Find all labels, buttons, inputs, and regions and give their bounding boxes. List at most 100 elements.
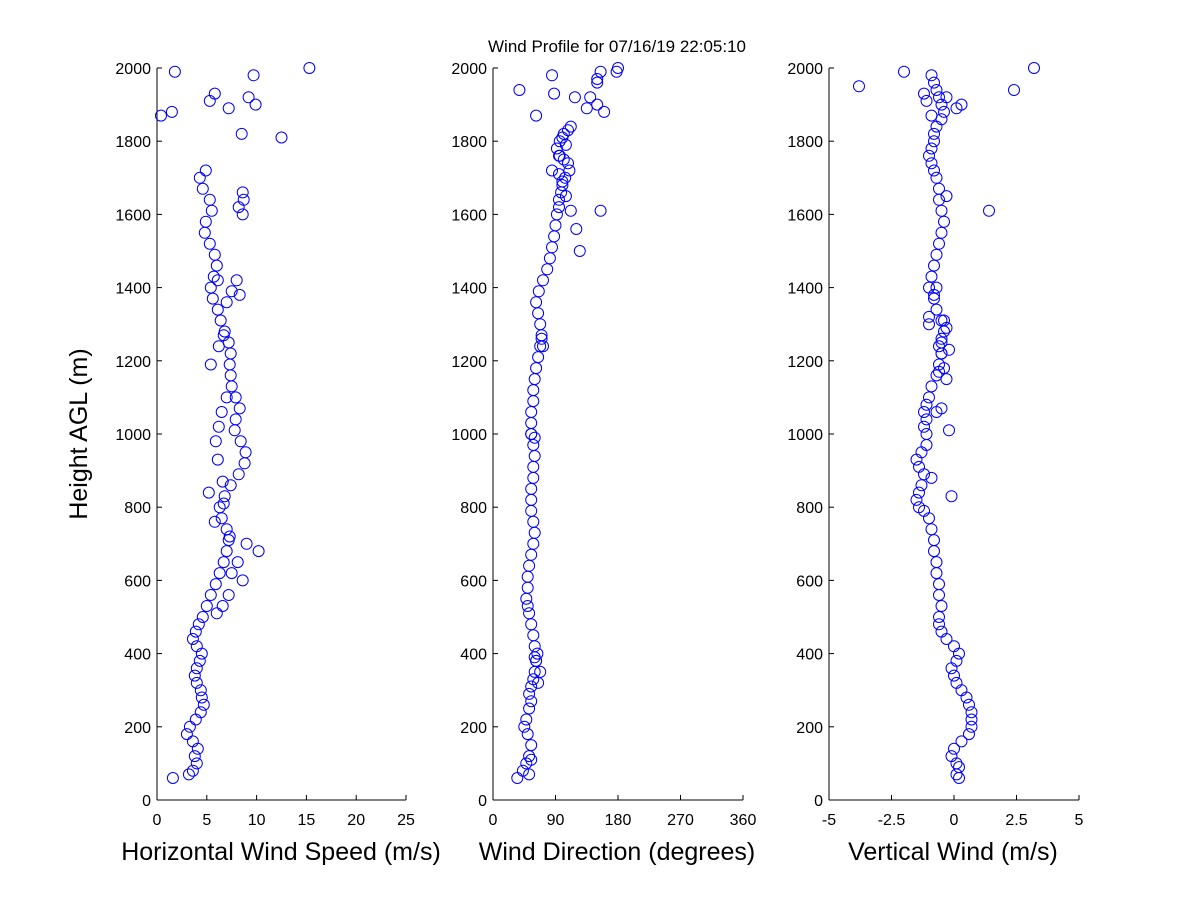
- direction-data-point: [580, 102, 593, 115]
- vertical-wind-data-point: [923, 318, 935, 331]
- direction-data-point: [518, 720, 531, 733]
- speed-data-point: [218, 325, 231, 338]
- direction-data-point: [528, 640, 541, 653]
- vertical-wind-data-point: [1008, 84, 1020, 96]
- vertical-wind-data-point: [933, 611, 945, 623]
- speed-x-tick-label: 5: [202, 812, 211, 829]
- speed-data-point: [210, 607, 223, 620]
- direction-data-point: [523, 702, 536, 715]
- direction-data-point: [528, 526, 541, 539]
- direction-y-tick-label: 800: [460, 500, 487, 517]
- vertical-wind-data-point: [953, 647, 965, 660]
- direction-data-point: [555, 186, 568, 199]
- vertical-wind-data-point: [935, 98, 948, 111]
- vertical-wind-data-point: [935, 625, 948, 638]
- direction-data-point: [559, 171, 572, 184]
- direction-y-tick-label: 0: [478, 793, 487, 810]
- vertical-wind-data-point: [915, 479, 928, 492]
- direction-data-point: [564, 204, 577, 217]
- direction-data-point: [527, 515, 540, 528]
- direction-data-point: [563, 164, 576, 177]
- speed-data-point: [252, 545, 265, 558]
- speed-data-point: [225, 285, 238, 298]
- direction-data-point: [559, 138, 572, 151]
- direction-data-point: [527, 439, 540, 451]
- vertical-wind-data-point: [953, 772, 965, 784]
- direction-data-point: [548, 87, 561, 100]
- direction-x-tick-label: 0: [489, 812, 498, 829]
- vertical-wind-data-point: [945, 750, 958, 763]
- vertical-wind-data-point: [930, 281, 943, 294]
- direction-x-tick-label: 180: [605, 812, 632, 829]
- speed-data-point: [190, 757, 203, 770]
- direction-data-point: [556, 179, 569, 192]
- direction-data-point: [525, 417, 538, 429]
- direction-data-point: [534, 665, 547, 678]
- direction-data-point: [513, 84, 526, 96]
- speed-data-point: [247, 69, 260, 82]
- vertical-wind-x-tick-label: 0: [950, 812, 959, 829]
- direction-data-point: [525, 493, 538, 506]
- vertical-wind-data-point: [925, 109, 938, 122]
- speed-x-axis-label: Horizontal Wind Speed (m/s): [121, 838, 441, 866]
- vertical-wind-data-point: [935, 113, 948, 126]
- direction-data-point: [516, 764, 529, 777]
- speed-data-point: [211, 453, 224, 466]
- vertical-wind-data-point: [933, 578, 945, 591]
- speed-data-point: [194, 684, 207, 697]
- speed-y-tick-label: 200: [124, 720, 151, 737]
- speed-y-tick-label: 800: [124, 500, 151, 517]
- vertical-wind-data-point: [955, 735, 968, 748]
- vertical-wind-data-point: [933, 91, 945, 104]
- speed-data-point: [196, 182, 209, 195]
- speed-data-point: [165, 105, 178, 118]
- direction-data-point: [525, 504, 538, 517]
- vertical-wind-data-point: [933, 589, 945, 601]
- speed-data-point: [190, 640, 203, 653]
- vertical-wind-data-point: [950, 676, 963, 689]
- vertical-wind-data-point: [950, 757, 963, 770]
- speed-y-tick-label: 400: [124, 647, 151, 664]
- vertical-wind-data-point: [963, 698, 975, 711]
- vertical-wind-data-point: [925, 69, 938, 82]
- speed-data-point: [216, 600, 229, 612]
- speed-data-point: [208, 87, 221, 100]
- direction-data-point: [527, 673, 540, 686]
- speed-y-tick-label: 1400: [115, 281, 151, 298]
- speed-data-point: [223, 530, 236, 543]
- direction-data-point: [525, 482, 538, 495]
- vertical-wind-y-tick-label: 400: [796, 647, 823, 664]
- vertical-wind-data-point: [928, 534, 940, 547]
- direction-data-point: [532, 351, 545, 364]
- direction-data-point: [559, 190, 572, 203]
- speed-data-point: [206, 292, 219, 305]
- direction-data-point: [523, 768, 536, 781]
- vertical-wind-y-tick-label: 1200: [787, 354, 823, 371]
- direction-data-point: [562, 157, 574, 170]
- vertical-wind-data-point: [935, 314, 948, 327]
- vertical-wind-y-tick-label: 600: [796, 573, 823, 590]
- direction-data-point: [553, 201, 565, 214]
- vertical-wind-y-tick-label: 200: [796, 720, 823, 737]
- speed-x-tick-label: 15: [298, 812, 316, 829]
- direction-data-point: [525, 428, 538, 440]
- vertical-wind-data-point: [913, 501, 925, 514]
- speed-data-point: [224, 479, 237, 492]
- vertical-wind-data-point: [920, 413, 933, 426]
- direction-data-point: [521, 728, 534, 741]
- direction-data-point: [520, 713, 533, 726]
- speed-data-point: [208, 515, 221, 528]
- direction-data-point: [523, 687, 536, 700]
- speed-data-point: [220, 545, 233, 558]
- vertical-wind-data-point: [940, 633, 953, 645]
- speed-data-point: [220, 523, 233, 536]
- vertical-wind-data-point: [923, 310, 935, 323]
- vertical-wind-data-point: [935, 204, 948, 217]
- vertical-wind-data-point: [948, 742, 960, 755]
- vertical-wind-data-point: [930, 248, 943, 261]
- vertical-wind-data-point: [938, 215, 950, 228]
- vertical-wind-data-point: [933, 237, 945, 250]
- vertical-wind-data-point: [938, 314, 950, 327]
- vertical-wind-x-tick-label: 5: [1075, 812, 1084, 829]
